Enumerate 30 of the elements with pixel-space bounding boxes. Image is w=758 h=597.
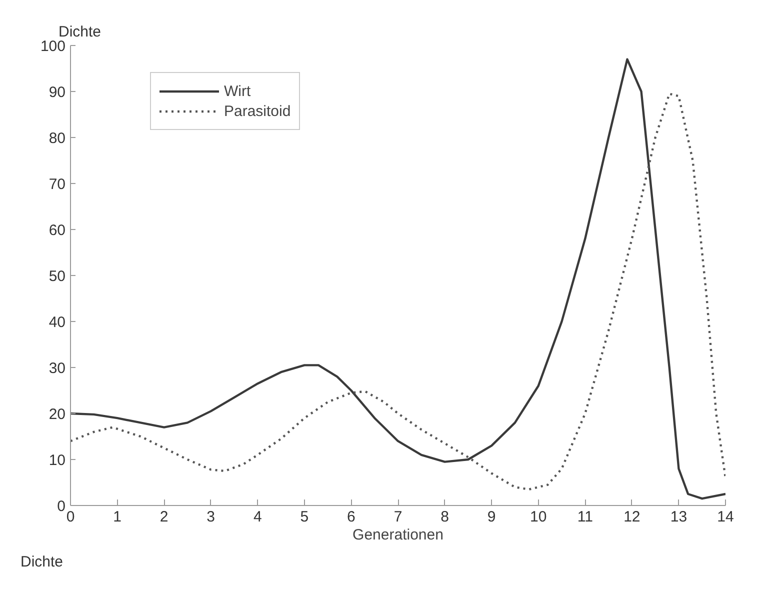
y-tick-label: 20 [48,406,66,423]
y-tick-label: 90 [48,84,66,101]
y-tick-label: 0 [57,498,66,515]
x-tick-label: 7 [394,508,402,526]
x-tick-label: 14 [717,508,734,526]
y-tick-label: 50 [48,268,66,285]
y-tick-label: 40 [48,314,66,331]
text: Dichte [20,554,64,570]
x-tick-label: 5 [300,508,309,526]
x-tick-label: 13 [670,508,688,526]
y-tick-label: 100 [40,38,66,55]
legend-label: Parasitoid [224,102,291,121]
x-axis-title: Generationen [352,526,444,544]
y-tick-label: 80 [48,130,66,147]
x-tick-label: 1 [113,508,122,526]
y-tick-label: 30 [48,360,66,377]
x-tick-label: 6 [347,508,356,526]
y-tick-label: 60 [48,222,66,239]
y-tick-label: 10 [48,452,66,469]
x-tick-label: 11 [577,508,593,526]
x-tick-label: 2 [160,508,168,526]
x-tick-label: 12 [624,508,640,526]
y-axis-title: Dichte [58,24,102,40]
y-tick-label: 70 [48,176,66,193]
x-tick-label: 3 [206,508,216,526]
x-tick-label: 10 [530,508,547,526]
x-tick-label: 4 [253,508,262,526]
x-tick-label: 9 [487,508,496,526]
x-tick-label: 8 [440,508,449,526]
legend-label: Wirt [224,82,251,101]
